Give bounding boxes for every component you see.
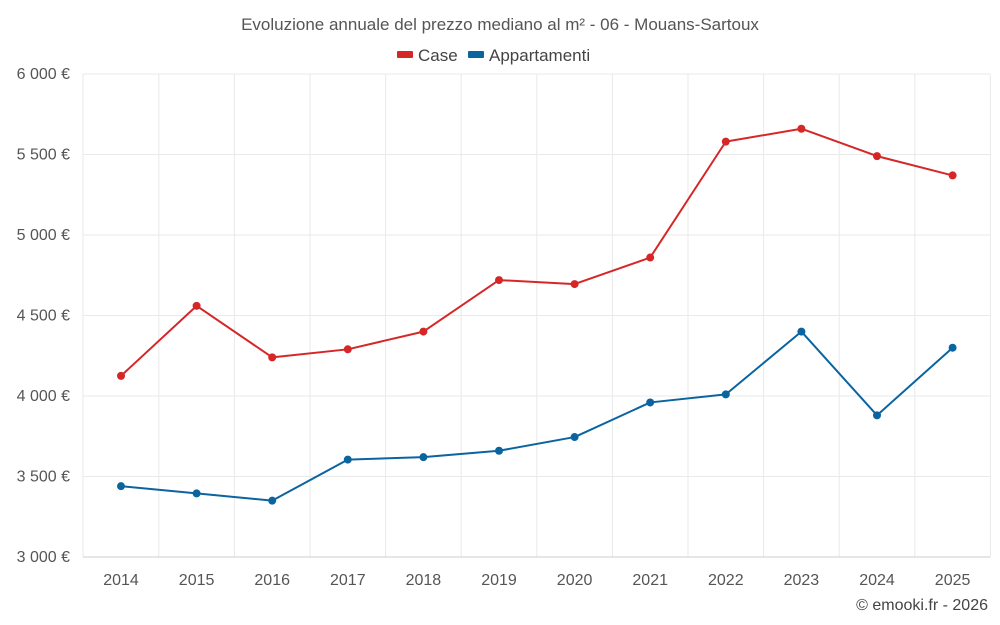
x-tick-label: 2015 — [179, 572, 215, 589]
data-point[interactable] — [948, 171, 957, 180]
data-point[interactable] — [343, 345, 352, 354]
y-tick-label: 4 000 € — [17, 388, 70, 405]
legend: Case Appartamenti — [397, 46, 590, 65]
legend-swatch — [468, 51, 484, 58]
legend-swatch — [397, 51, 413, 58]
data-point[interactable] — [117, 371, 125, 380]
y-tick-label: 3 000 € — [17, 549, 70, 566]
data-point[interactable] — [495, 446, 503, 455]
y-tick-label: 4 500 € — [17, 308, 70, 325]
x-tick-label: 2024 — [859, 572, 895, 589]
x-tick-label: 2020 — [557, 572, 593, 589]
x-axis: 2014 2015 2016 2017 2018 2019 2020 2021 2022 2023… — [83, 556, 990, 589]
data-point[interactable] — [268, 496, 277, 505]
legend-item-appartamenti[interactable]: Appartamenti — [468, 46, 590, 65]
x-tick-label: 2014 — [103, 572, 139, 589]
x-tick-label: 2025 — [935, 572, 971, 589]
data-point[interactable] — [419, 327, 428, 336]
series-line — [120, 127, 953, 377]
data-point[interactable] — [797, 327, 806, 336]
data-point[interactable] — [343, 455, 352, 464]
data-point[interactable] — [117, 482, 125, 491]
x-tick-label: 2018 — [406, 572, 442, 589]
y-tick-label: 3 500 € — [17, 469, 70, 486]
series-group — [117, 124, 957, 505]
data-point[interactable] — [646, 398, 655, 407]
legend-label: Appartamenti — [489, 46, 590, 65]
legend-item-case[interactable]: Case — [397, 46, 458, 65]
x-tick-label: 2019 — [481, 572, 517, 589]
y-tick-label: 5 500 € — [17, 147, 70, 164]
data-point[interactable] — [495, 276, 503, 285]
data-point[interactable] — [419, 453, 428, 462]
y-axis: 3 000 € 3 500 € 4 000 € 4 500 € 5 000 € 5 500… — [17, 66, 70, 566]
data-point[interactable] — [268, 353, 277, 362]
data-point[interactable] — [646, 253, 655, 262]
series-case — [117, 124, 957, 380]
data-point[interactable] — [192, 301, 201, 310]
x-tick-label: 2016 — [254, 572, 290, 589]
x-tick-label: 2021 — [632, 572, 668, 589]
series-line — [120, 330, 954, 502]
data-point[interactable] — [797, 124, 806, 133]
data-point[interactable] — [948, 343, 957, 352]
data-point[interactable] — [721, 390, 730, 399]
data-point[interactable] — [570, 433, 579, 442]
series-appartamenti — [117, 327, 957, 505]
data-point[interactable] — [570, 280, 579, 289]
x-tick-label: 2022 — [708, 572, 744, 589]
data-point[interactable] — [873, 152, 881, 161]
data-point[interactable] — [192, 489, 201, 498]
y-tick-label: 5 000 € — [17, 227, 70, 244]
data-point[interactable] — [721, 137, 730, 146]
x-tick-label: 2023 — [784, 572, 820, 589]
legend-label: Case — [418, 46, 458, 65]
x-tick-label: 2017 — [330, 572, 366, 589]
y-tick-label: 6 000 € — [17, 66, 70, 83]
credit-text: © emooki.fr - 2026 — [856, 597, 988, 614]
chart-title: Evoluzione annuale del prezzo mediano al… — [241, 15, 759, 34]
data-point[interactable] — [873, 411, 881, 420]
grid — [82, 73, 991, 558]
